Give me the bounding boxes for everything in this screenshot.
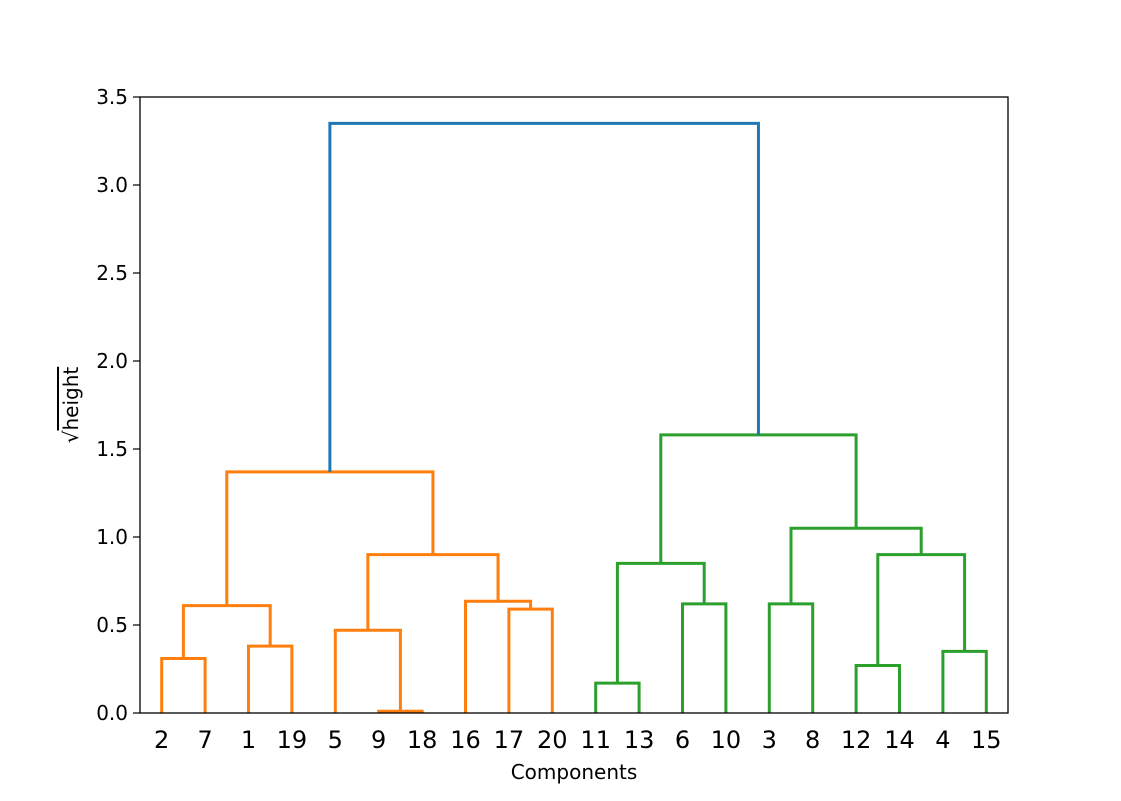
y-tick-label: 3.0 bbox=[96, 173, 128, 197]
x-axis: 2 7 1 19 5 9 18 16 17 20 11 13 6 10 3 8 12 14 4 15 bbox=[154, 726, 1002, 754]
x-tick-label: 6 bbox=[675, 726, 690, 754]
y-axis-title: √height bbox=[59, 367, 83, 444]
dendrogram-link-orange bbox=[507, 607, 554, 713]
dendrogram-link-orange bbox=[464, 599, 533, 713]
dendrogram-link-green bbox=[854, 663, 901, 713]
dendrogram-link-orange bbox=[160, 656, 207, 713]
dendrogram-link-orange bbox=[366, 553, 500, 631]
x-tick-label: 19 bbox=[277, 726, 308, 754]
x-tick-label: 2 bbox=[154, 726, 169, 754]
y-tick-label: 1.5 bbox=[96, 437, 128, 461]
dendrogram-link-orange bbox=[247, 644, 294, 713]
dendrogram-link-orange bbox=[333, 628, 402, 713]
x-tick-label: 20 bbox=[537, 726, 568, 754]
y-tick-label: 2.5 bbox=[96, 261, 128, 285]
y-tick-label: 0.5 bbox=[96, 613, 128, 637]
dendrogram-link-orange bbox=[181, 604, 272, 659]
x-tick-label: 7 bbox=[197, 726, 212, 754]
x-tick-label: 9 bbox=[371, 726, 386, 754]
sqrt-symbol: √ bbox=[59, 430, 83, 443]
x-tick-label: 3 bbox=[762, 726, 777, 754]
dendrogram-link-green bbox=[681, 602, 728, 713]
y-axis-title-text: height bbox=[59, 367, 83, 431]
x-tick-label: 12 bbox=[841, 726, 872, 754]
x-tick-label: 15 bbox=[971, 726, 1002, 754]
dendrogram-link-orange bbox=[225, 470, 435, 606]
x-tick-label: 1 bbox=[241, 726, 256, 754]
dendrogram-link-green bbox=[876, 553, 967, 666]
dendrogram-link-blue bbox=[328, 121, 760, 472]
y-axis: 0.0 0.5 1.0 1.5 2.0 2.5 3.0 3.5 bbox=[96, 85, 140, 725]
y-tick-label: 1.0 bbox=[96, 525, 128, 549]
dendrogram-link-green bbox=[941, 649, 988, 713]
x-tick-label: 17 bbox=[494, 726, 525, 754]
x-tick-label: 10 bbox=[711, 726, 742, 754]
x-tick-label: 13 bbox=[624, 726, 655, 754]
x-tick-label: 16 bbox=[450, 726, 481, 754]
x-tick-label: 11 bbox=[580, 726, 611, 754]
y-tick-label: 3.5 bbox=[96, 85, 128, 109]
dendrogram-link-green bbox=[615, 561, 706, 684]
dendrogram-link-green bbox=[767, 602, 815, 713]
x-tick-label: 4 bbox=[935, 726, 950, 754]
x-tick-label: 5 bbox=[328, 726, 343, 754]
dendrogram-link-green bbox=[594, 681, 641, 713]
dendrogram-links bbox=[160, 121, 988, 713]
svg-text:√height: √height bbox=[59, 367, 83, 444]
plot-frame bbox=[139, 96, 1009, 714]
dendrogram-link-green bbox=[789, 526, 923, 604]
x-tick-label: 18 bbox=[407, 726, 438, 754]
y-tick-label: 0.0 bbox=[96, 701, 128, 725]
dendrogram-link-green bbox=[659, 433, 858, 564]
x-tick-label: 14 bbox=[884, 726, 915, 754]
x-tick-label: 8 bbox=[805, 726, 820, 754]
y-tick-label: 2.0 bbox=[96, 349, 128, 373]
x-axis-title: Components bbox=[511, 760, 638, 784]
